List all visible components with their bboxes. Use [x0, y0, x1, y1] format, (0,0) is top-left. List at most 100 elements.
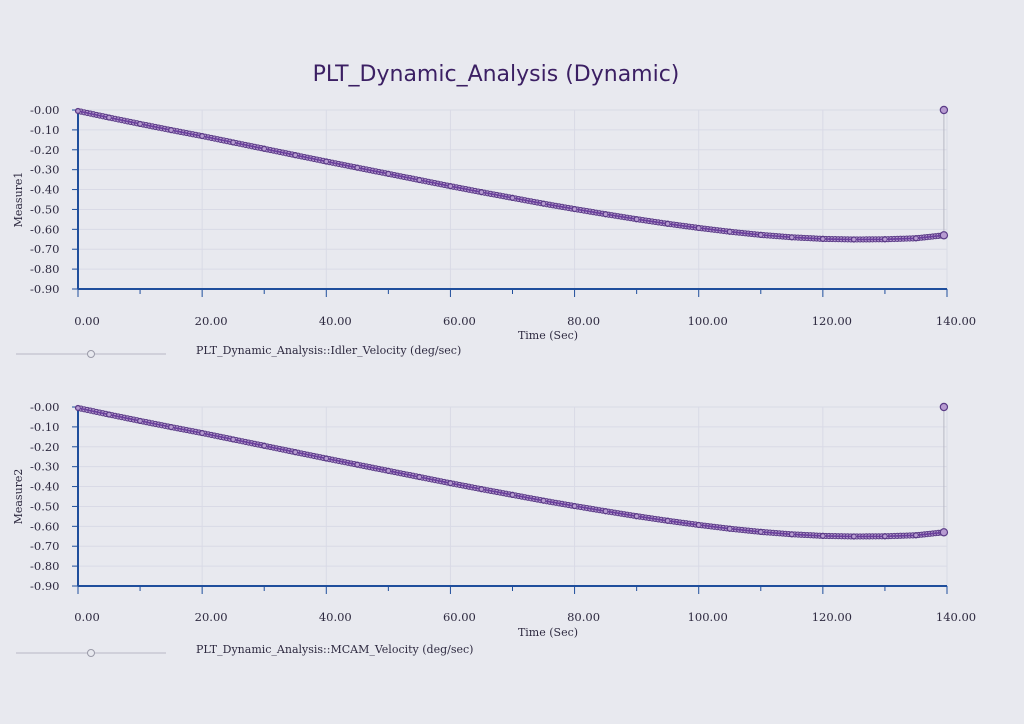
data-point	[603, 211, 609, 217]
data-point	[323, 455, 329, 462]
data-point	[447, 480, 454, 486]
data-point	[261, 146, 267, 152]
data-point	[634, 513, 640, 519]
series-end-point	[939, 231, 949, 240]
data-point	[106, 114, 112, 121]
data-point	[882, 533, 888, 539]
x-tick-label: 0.00	[74, 610, 100, 624]
x-tick-label: 140.00	[936, 314, 976, 328]
data-point	[571, 206, 578, 212]
data-point	[727, 229, 733, 235]
y-tick-label: -0.30	[30, 163, 60, 177]
y-tick-label: -0.80	[30, 262, 60, 276]
x-tick-label: 120.00	[812, 610, 852, 624]
data-point	[696, 225, 702, 231]
y-tick-label: -0.50	[30, 499, 60, 513]
y-tick-label: -0.90	[30, 579, 60, 593]
x-axis-title: Time (Sec)	[518, 329, 578, 342]
data-point	[354, 462, 360, 468]
y-tick-label: -0.30	[30, 460, 60, 474]
data-point	[168, 127, 174, 133]
data-point	[199, 430, 205, 436]
data-point	[230, 139, 236, 146]
plot-panel-2: -0.00 -0.10 -0.20 -0.30 -0.40 -0.50 -0.60 -0.70…	[12, 400, 976, 657]
plot-title: PLT_Dynamic_Analysis (Dynamic)	[313, 62, 680, 87]
data-point	[261, 443, 267, 449]
data-point	[820, 236, 826, 242]
data-point	[540, 498, 547, 504]
data-point	[758, 232, 764, 238]
data-point	[416, 177, 422, 183]
y-tick-label: -0.60	[30, 222, 60, 236]
x-tick-label: 80.00	[567, 610, 600, 624]
data-point	[820, 533, 826, 539]
legend-label: PLT_Dynamic_Analysis::Idler_Velocity (de…	[196, 344, 461, 357]
x-tick-label: 20.00	[195, 610, 228, 624]
x-tick-label: 100.00	[688, 314, 728, 328]
x-tick-label: 120.00	[812, 314, 852, 328]
data-point	[789, 531, 795, 537]
x-tick-label: 80.00	[567, 314, 600, 328]
y-tick-label: -0.70	[30, 539, 60, 553]
data-point	[199, 133, 205, 139]
data-point	[137, 418, 143, 424]
series-reset-point	[939, 105, 949, 115]
data-point	[292, 152, 298, 158]
data-point	[168, 424, 174, 430]
series-reset-point	[939, 402, 949, 412]
data-point	[137, 121, 143, 127]
series-end-point	[939, 528, 949, 537]
data-point	[603, 508, 609, 514]
y-tick-label: -0.20	[30, 440, 60, 454]
data-point	[634, 216, 640, 222]
y-tick-label: -0.10	[30, 123, 60, 137]
data-point	[106, 411, 112, 418]
y-tick-label: -0.60	[30, 519, 60, 533]
data-point	[851, 236, 857, 243]
x-tick-label: 0.00	[74, 314, 100, 328]
y-tick-label: -0.40	[30, 183, 60, 197]
y-tick-label: -0.40	[30, 480, 60, 494]
x-tick-label: 100.00	[688, 610, 728, 624]
data-point	[913, 235, 919, 241]
y-tick-label: -0.10	[30, 420, 60, 434]
data-point	[230, 436, 236, 443]
data-point	[571, 503, 578, 509]
y-tick-label: -0.20	[30, 143, 60, 157]
data-point	[509, 195, 516, 201]
data-point	[851, 533, 857, 540]
legend-label: PLT_Dynamic_Analysis::MCAM_Velocity (deg…	[196, 643, 473, 656]
data-point	[323, 158, 329, 165]
y-axis-title: Measure1	[12, 172, 25, 228]
y-tick-label: -0.00	[30, 103, 60, 117]
data-point	[447, 183, 454, 189]
data-point	[758, 529, 764, 535]
data-point	[665, 518, 671, 524]
legend-marker-sample	[87, 649, 95, 657]
data-point	[385, 468, 391, 474]
data-point	[540, 201, 547, 207]
legend-marker-sample	[87, 350, 95, 358]
y-tick-label: -0.70	[30, 242, 60, 256]
x-axis-title: Time (Sec)	[518, 626, 578, 639]
y-tick-label: -0.50	[30, 202, 60, 216]
x-tick-label: 20.00	[195, 314, 228, 328]
x-tick-label: 140.00	[936, 610, 976, 624]
y-tick-label: -0.80	[30, 559, 60, 573]
data-point	[696, 522, 702, 528]
data-point	[292, 449, 298, 455]
data-point	[75, 108, 81, 114]
data-point	[509, 492, 516, 498]
data-point	[727, 526, 733, 532]
y-tick-label: -0.00	[30, 400, 60, 414]
x-tick-label: 60.00	[443, 610, 476, 624]
data-point	[75, 405, 81, 411]
data-point	[882, 236, 888, 242]
data-point	[478, 486, 485, 492]
data-point	[385, 171, 391, 177]
data-point	[665, 221, 671, 227]
data-point	[416, 474, 422, 480]
y-axis-title: Measure2	[12, 469, 25, 525]
